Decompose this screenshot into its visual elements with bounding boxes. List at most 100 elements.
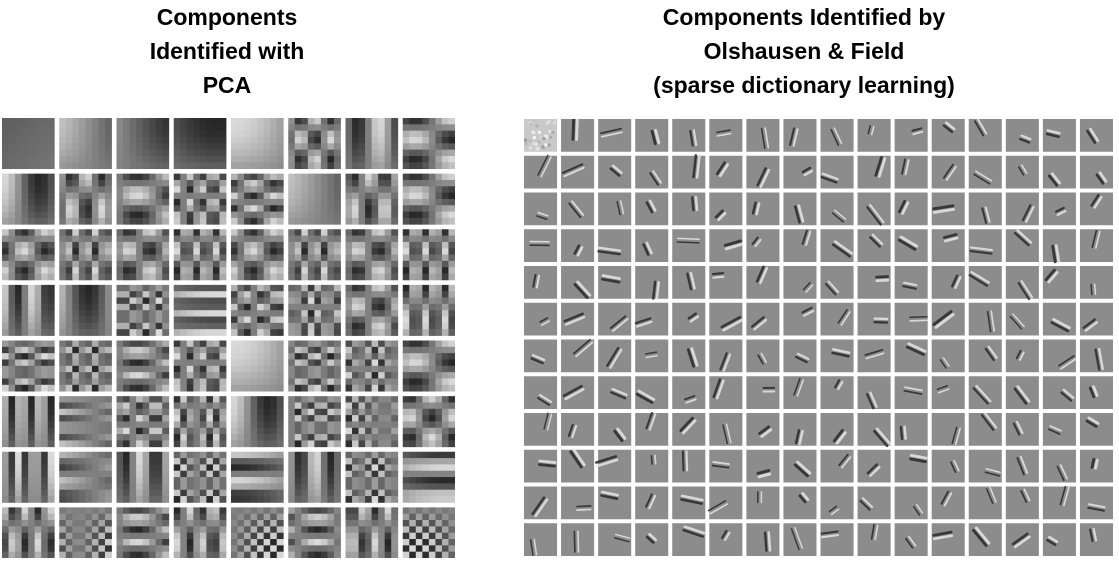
dictionary-component-tile [524,266,558,299]
dictionary-component-tile [1005,229,1039,262]
pca-component-tile [173,340,227,392]
dictionary-component-tile [857,229,891,262]
dictionary-component-tile [598,155,632,189]
dictionary-component-tile [783,376,817,409]
dictionary-component-tile [857,523,891,556]
pca-component-tile [288,507,341,558]
pca-component-tile [2,284,55,336]
dictionary-component-tile [635,376,669,409]
dictionary-component-tile [672,376,706,409]
pca-component-tile [402,284,455,336]
dictionary-component-tile [931,229,965,262]
dictionary-component-tile [1079,302,1113,336]
pca-component-tile [402,396,455,448]
dictionary-component-tile [1005,339,1039,373]
pca-component-tile [173,173,227,225]
dictionary-component-tile [561,376,595,409]
dictionary-component-tile [857,119,891,152]
dictionary-component-tile [524,302,558,336]
dictionary-component-tile [672,154,706,189]
pca-component-tile [345,284,399,336]
dictionary-component-tile [931,302,965,336]
dictionary-component-tile [1005,449,1039,483]
dictionary-component-tile [1005,119,1039,152]
dictionary-component-tile [1079,192,1113,226]
dictionary-component-tile [894,266,928,299]
dictionary-component-tile [524,449,558,483]
dictionary-component-tile [672,192,706,226]
dictionary-component-tile [783,119,817,152]
dictionary-component-tile [894,486,928,520]
olshausen-field-panel-title: Components Identified by Olshausen & Fie… [598,0,1010,102]
dictionary-component-tile [1005,266,1039,301]
dictionary-component-tile [857,376,891,410]
dictionary-component-tile [746,192,780,226]
dictionary-component-tile [561,523,595,556]
pca-component-tile [116,507,170,558]
dictionary-component-tile [931,449,965,483]
pca-component-tile [402,340,455,392]
pca-component-tile [59,396,112,448]
pca-component-tile [402,507,455,558]
pca-component-tile [345,173,399,225]
dictionary-component-tile [968,192,1002,226]
dictionary-component-tile [635,192,669,226]
pca-component-tile [173,229,227,281]
dictionary-component-tile [857,192,891,226]
dictionary-component-tile [746,523,780,556]
dictionary-component-tile [857,413,892,448]
dictionary-component-tile [672,119,706,152]
dictionary-component-tile [746,119,780,152]
dictionary-component-tile [968,449,1002,483]
pca-title-line-3: PCA [202,72,252,98]
dictionary-component-tile [931,523,965,556]
dictionary-component-tile [894,229,928,262]
pca-component-tile [231,173,284,225]
pca-component-tile [231,118,284,170]
dictionary-component-tile [820,486,854,520]
pca-component-tile [2,507,55,558]
dictionary-component-tile [634,302,669,336]
pca-component-tile [402,173,455,225]
pca-component-tile [288,118,341,170]
dictionary-component-tile [931,119,965,152]
pca-component-tile [2,229,55,281]
dictionary-component-tile [894,376,928,409]
pca-component-tile [116,229,170,281]
dictionary-component-tile [746,449,780,483]
pca-component-tile [116,173,170,225]
dictionary-component-tile [1042,376,1076,409]
dictionary-component-tile [894,339,928,373]
dictionary-component-tile [635,486,669,520]
pca-component-tile [345,118,399,170]
dictionary-component-tile [820,339,854,373]
dictionary-component-tile [783,192,817,226]
dictionary-component-tile [746,155,780,189]
pca-component-tile [116,118,170,170]
pca-component-tile [288,340,341,392]
pca-component-tile [231,229,284,281]
dictionary-component-tile [672,302,706,336]
dictionary-component-tile [635,339,669,373]
pca-component-tile [173,507,227,558]
dictionary-component-tile [709,119,743,152]
pca-title-line-2: Identified with [149,38,305,64]
dictionary-component-tile [709,523,743,556]
dictionary-component-tile [820,155,854,189]
dictionary-component-tile [561,448,595,483]
dictionary-component-tile [1005,192,1039,226]
dictionary-component-tile [968,302,1002,336]
dictionary-component-tile [598,413,632,446]
of-title-line-2: Olshausen & Field [703,38,905,64]
dictionary-component-tile [931,486,965,520]
dictionary-component-tile [857,155,891,189]
dictionary-component-tile [1079,523,1113,556]
dictionary-component-tile [672,339,706,373]
dictionary-component-tile [783,155,817,189]
dictionary-component-tile [1005,376,1039,409]
dictionary-component-tile [1005,413,1039,446]
dictionary-component-tile [857,449,891,483]
pca-component-tile [2,173,55,225]
dictionary-component-tile [968,229,1002,262]
dictionary-component-tile [783,413,817,446]
